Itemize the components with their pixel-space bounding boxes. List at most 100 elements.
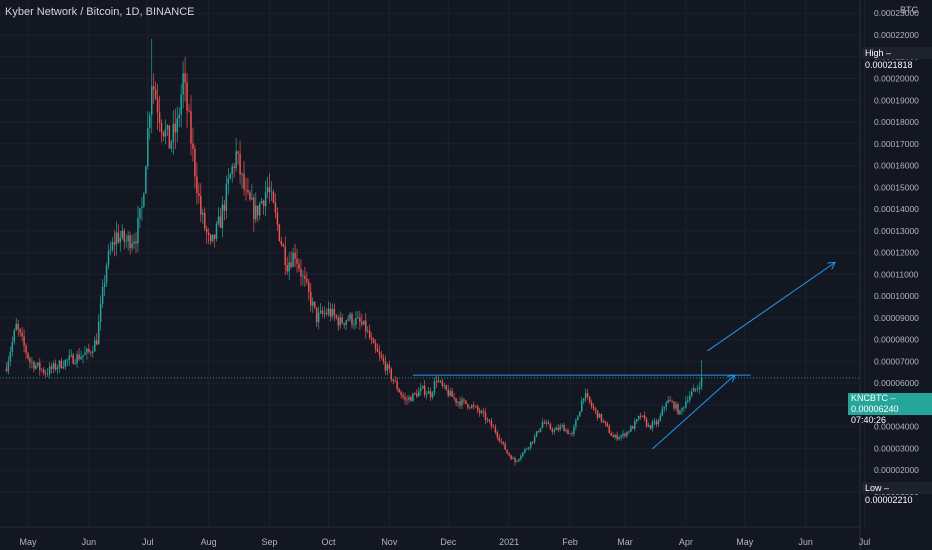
candle-body [56,367,59,370]
candle-body [129,235,131,249]
candle-body [423,385,426,395]
candle-body [457,401,459,403]
candle-body [425,393,428,395]
candle-body [325,312,328,315]
candle-body [522,452,524,457]
candle-body [663,406,665,409]
candle-body [681,408,683,411]
candle-body [215,223,218,239]
candle-body [494,427,497,433]
candle-body [421,385,424,389]
candle-body [103,282,106,287]
candle-body [247,190,249,193]
candle-body [543,422,546,424]
candle-body [551,428,554,432]
candle-body [88,348,90,352]
candle-body [255,205,257,220]
candle-body [412,393,414,401]
candle-body [245,189,247,191]
candle-body [329,308,332,317]
candle-body [40,369,43,371]
candle-body [111,242,114,250]
candle-body [323,312,326,314]
candle-body [310,291,312,306]
candle-body [451,390,453,397]
price-tick-label: 0.00007000 [874,356,919,366]
candle-body [137,218,139,244]
candle-body [447,389,449,396]
candle-body [282,244,285,247]
time-axis[interactable]: May Jun Jul Aug Sep Oct Nov Dec 2021 Feb Mar Apr May… [19,537,870,547]
candle-body [97,321,100,345]
candle-body [628,431,630,433]
low-price-tag: Low – 0.00002210 [862,482,932,505]
candle-body [506,449,508,454]
candle-body [504,443,506,450]
candle-body [588,396,591,403]
candle-body [563,425,565,432]
candle-body [508,453,510,456]
candle-body [5,368,8,371]
candle-body [25,345,27,353]
candle-body [355,317,357,325]
breakout-target-arrow[interactable] [707,262,835,352]
candle-body [394,380,396,382]
candle-body [60,360,63,368]
candle-body [418,391,420,397]
candle-body [241,173,243,175]
candle-body [598,413,601,418]
candle-body [675,404,677,409]
candle-body [575,420,577,427]
candle-body [231,166,233,175]
candle-body [545,422,548,424]
candle-body [480,411,483,413]
candle-body [386,364,389,371]
candle-body [304,275,306,279]
candle-body [398,389,400,393]
candle-body [229,174,232,179]
candle-body [549,423,552,429]
candles [5,38,703,466]
candle-body [200,195,202,215]
candle-body [11,341,14,353]
candle-body [608,426,611,434]
candle-body [54,363,57,370]
candle-body [600,413,603,422]
candle-body [7,361,10,371]
candle-body [378,351,381,355]
chart-title: Kyber Network / Bitcoin, 1D, BINANCE [5,6,195,18]
candle-body [692,388,695,392]
candle-body [524,449,526,453]
candle-body [482,411,485,413]
candle-body [158,112,161,124]
candle-body [419,388,422,392]
candle-body [677,404,679,415]
candle-body [539,427,542,432]
last-price-value: 0.00006240 [851,404,899,414]
candle-body [392,379,394,381]
candle-body [170,141,173,149]
candle-body [357,317,359,319]
candle-body [435,381,438,383]
candle-body [37,362,39,366]
candle-body [82,354,84,357]
candle-body [531,441,534,443]
candle-body [478,410,481,413]
candle-body [237,151,239,154]
candle-body [602,421,605,422]
candle-body [117,232,120,243]
candle-body [341,317,343,324]
time-tick-label: Jul [142,537,154,547]
candle-body [280,240,283,245]
candle-body [253,197,255,220]
candle-body [555,427,557,431]
candle-body [300,268,302,277]
candle-body [455,398,457,403]
rising-support-arrow[interactable] [652,375,734,450]
candle-body [176,118,178,133]
candle-body [610,433,612,436]
candle-body [639,416,642,417]
price-tick-label: 0.00011000 [874,269,919,279]
last-price-row: KNCBTC – 0.00006240 [851,393,929,415]
